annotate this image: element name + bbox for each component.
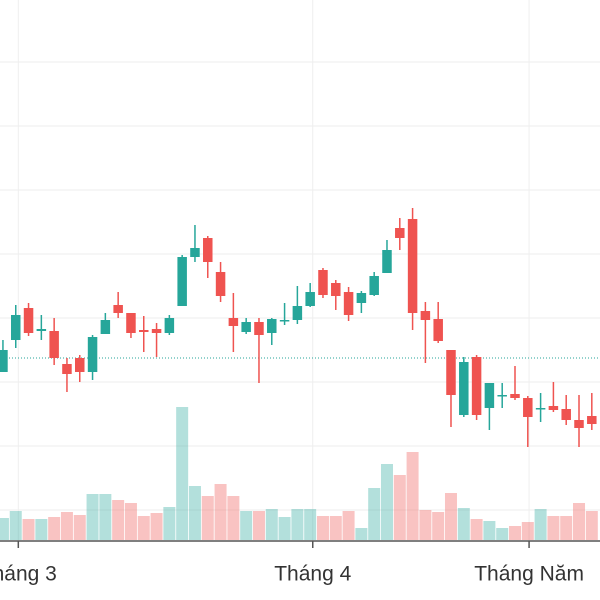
candle-body — [369, 276, 379, 295]
volume-bar — [252, 511, 265, 540]
candle-body — [87, 337, 98, 372]
candle-body — [139, 330, 149, 332]
x-tick-label: Tháng Năm — [474, 563, 584, 586]
volume-bar — [547, 516, 560, 540]
volume-bar — [534, 509, 547, 540]
volume-bar — [73, 515, 86, 540]
candle-body — [151, 329, 162, 333]
volume-bar — [201, 496, 214, 540]
candle-body — [433, 319, 443, 341]
volume-bar — [304, 509, 317, 540]
volume-bar — [457, 508, 470, 540]
volume-bar — [329, 516, 342, 540]
volume-bar — [150, 513, 163, 540]
volume-bar — [112, 500, 125, 540]
volume-bar — [35, 519, 48, 540]
volume-bar — [265, 509, 278, 540]
volume-bar — [355, 528, 368, 540]
candle-body — [279, 320, 290, 322]
volume-bar — [124, 503, 137, 540]
candle-body — [164, 318, 175, 333]
candle-body — [305, 292, 315, 306]
volume-bar — [393, 475, 406, 540]
volume-bar — [573, 503, 586, 540]
volume-bar — [60, 512, 73, 540]
candle-body — [497, 395, 507, 397]
volume-bar — [163, 507, 176, 540]
volume-bar — [380, 464, 393, 540]
candle-body — [75, 358, 85, 372]
candle-body — [471, 357, 482, 415]
candle-body — [395, 228, 405, 238]
volume-bar — [432, 512, 445, 540]
volume-bar — [521, 522, 534, 540]
candle-body — [113, 305, 123, 313]
volume-bar — [291, 509, 304, 540]
candle-body — [510, 394, 520, 398]
volume-bar — [176, 407, 189, 540]
volume-bar — [368, 488, 381, 540]
candle-body — [318, 270, 328, 295]
volume-bar — [48, 517, 61, 540]
volume-bar — [188, 486, 201, 540]
candle-body — [484, 383, 495, 408]
candle-body — [228, 318, 239, 326]
candle-body — [23, 308, 34, 333]
candle-body — [459, 362, 469, 415]
candle-body — [382, 250, 392, 273]
volume-bar — [0, 518, 9, 540]
candle-body — [177, 257, 187, 306]
candle-body — [267, 319, 277, 333]
candle-body — [100, 320, 111, 334]
volume-bar — [227, 496, 240, 540]
candle-body — [356, 293, 367, 303]
candle-body — [241, 322, 251, 332]
volume-bar — [496, 528, 509, 540]
volume-bar — [560, 516, 573, 540]
candle-body — [574, 420, 584, 428]
candle-body — [215, 272, 226, 296]
volume-bar — [342, 511, 355, 540]
candle-body — [126, 313, 136, 333]
candle-body — [331, 283, 341, 296]
volume-bar — [240, 511, 253, 540]
candle-body — [407, 219, 418, 313]
candle-body — [292, 306, 303, 320]
candle-body — [561, 409, 571, 420]
candle-body — [62, 364, 72, 374]
volume-bar — [9, 511, 22, 540]
volume-bar — [278, 517, 291, 540]
candle-body — [190, 248, 200, 257]
x-tick-label: Tháng 4 — [274, 563, 351, 586]
volume-bar — [99, 494, 112, 540]
candle-body — [49, 331, 59, 358]
candle-body — [0, 350, 8, 372]
volume-bar — [137, 516, 150, 540]
volume-bar — [419, 510, 432, 540]
candle-body — [254, 322, 264, 335]
x-tick-label: Tháng 3 — [0, 563, 57, 586]
candle-body — [36, 329, 47, 331]
volume-bar — [585, 511, 598, 540]
candle-body — [203, 238, 213, 262]
volume-bar — [86, 494, 99, 540]
candle-body — [523, 398, 533, 417]
volume-bar — [470, 519, 483, 540]
volume-bar — [508, 526, 521, 540]
volume-bar — [316, 516, 329, 540]
candle-body — [587, 416, 597, 424]
volume-bar — [483, 521, 496, 540]
volume-bar — [22, 519, 35, 540]
candle-body — [548, 406, 559, 410]
candle-body — [535, 408, 546, 410]
candle-body — [343, 292, 354, 315]
candle-body — [446, 350, 456, 395]
volume-bar — [214, 484, 227, 540]
candle-body — [420, 311, 431, 320]
volume-bar — [406, 452, 419, 540]
volume-bar — [444, 493, 457, 540]
candle-body — [10, 315, 21, 340]
